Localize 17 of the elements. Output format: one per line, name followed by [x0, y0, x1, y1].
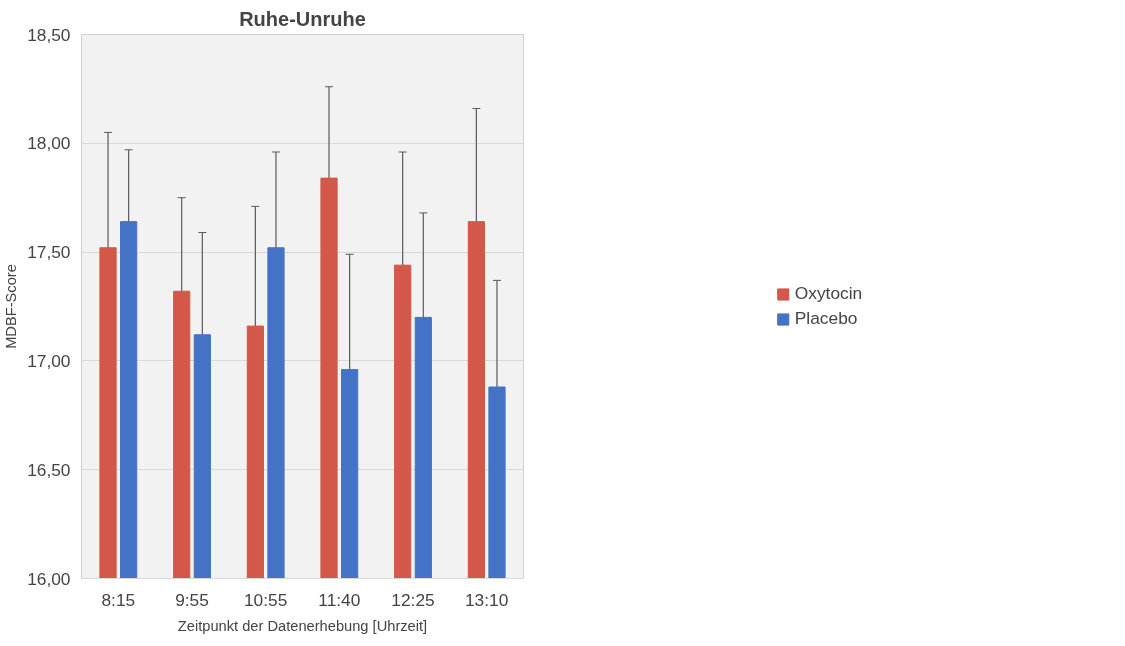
y-tick-label: 17,50	[27, 242, 71, 263]
chart-title: Ruhe-Unruhe	[239, 7, 366, 30]
x-tick-label: 9:55	[175, 589, 209, 610]
y-tick-label: 16,00	[27, 568, 71, 589]
y-tick-label: 18,00	[27, 133, 71, 154]
legend-label: Oxytocin	[794, 283, 863, 304]
y-tick-label: 18,50	[27, 24, 71, 45]
x-tick-label: 10:55	[243, 589, 288, 610]
x-axis-title: Zeitpunkt der Datenerhebung [Uhrzeit]	[177, 617, 428, 634]
x-tick-label: 8:15	[101, 589, 136, 610]
x-tick-label: 13:10	[464, 589, 509, 610]
x-tick-label: 12:25	[391, 589, 435, 610]
y-tick-label: 16,50	[27, 459, 71, 480]
x-tick-label: 11:40	[318, 589, 361, 610]
y-axis-title: MDBF-Score	[3, 264, 20, 349]
y-tick-label: 17,00	[27, 350, 71, 371]
legend-label: Placebo	[794, 308, 858, 329]
